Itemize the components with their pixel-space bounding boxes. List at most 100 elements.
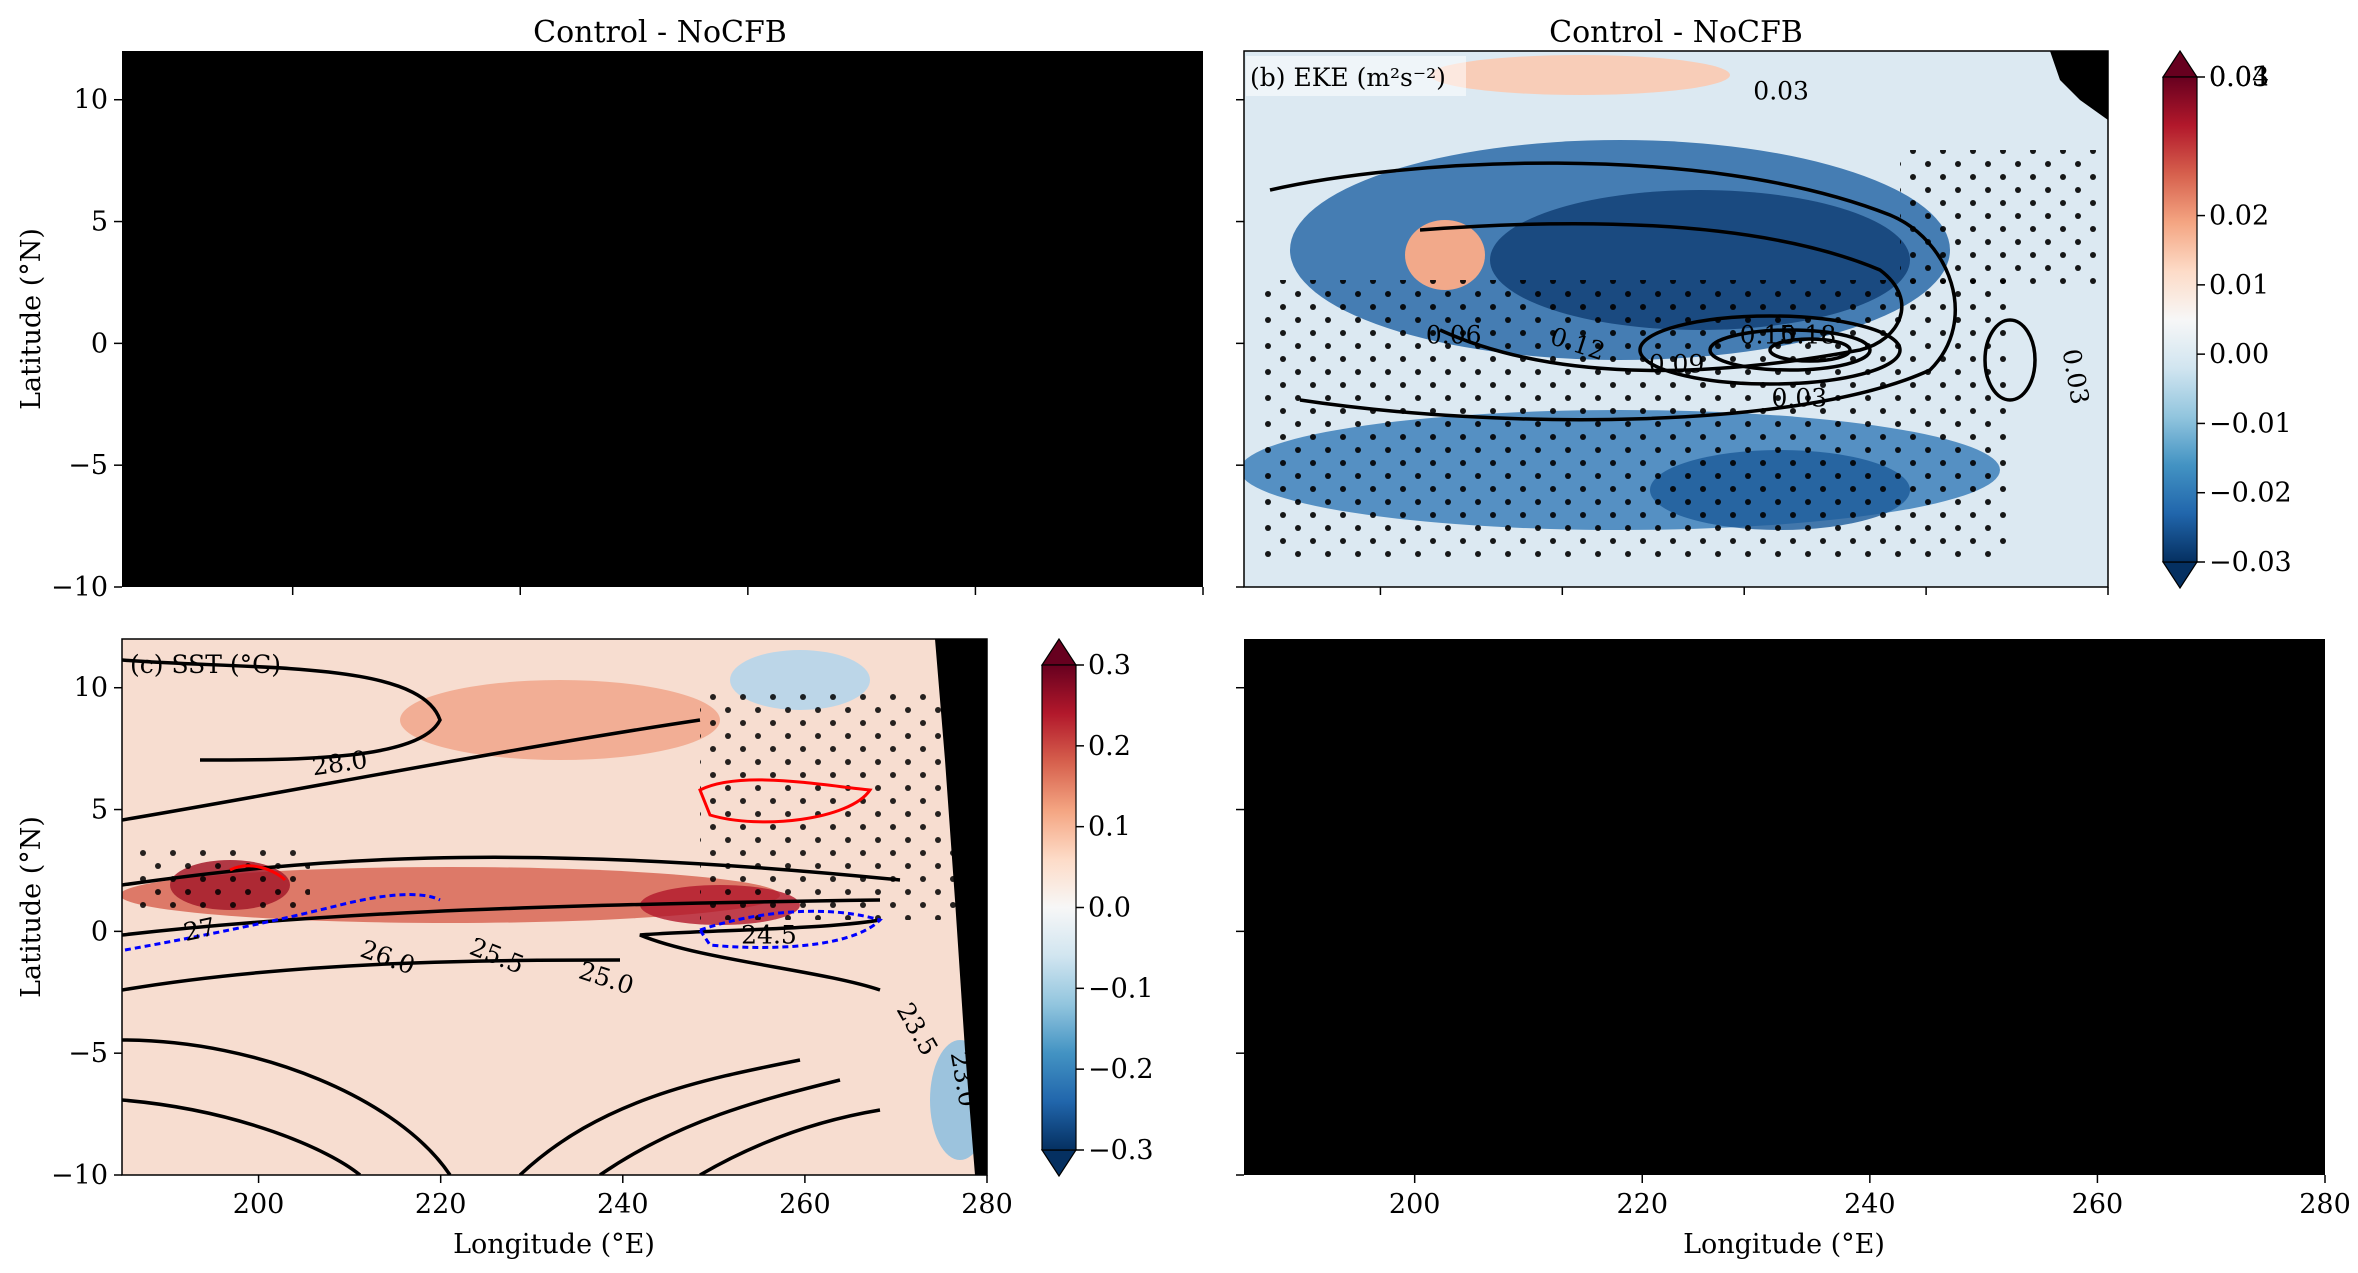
y-tick-label: 10 xyxy=(74,673,108,704)
colorbar-tick-label: −0.02 xyxy=(2209,478,2292,509)
panel-a-axes: −10 −5 0 5 10 xyxy=(51,85,1204,603)
contour-label: 0.18 xyxy=(1781,320,1837,349)
colorbar-tick-label: 0.01 xyxy=(2209,270,2269,301)
x-tick-label: 220 xyxy=(415,1189,467,1220)
contour-label: 0.09 xyxy=(1649,350,1705,379)
panel-a-title: Control - NoCFB xyxy=(533,15,787,50)
panel-c-colorbar: −0.3 −0.2 −0.1 0.0 0.1 0.2 0.3 xyxy=(1040,637,1154,1178)
colorbar-tick-label: −0.03 xyxy=(2209,547,2292,578)
sst-stipple-region-ne xyxy=(700,690,980,920)
eke-contour-core-3 xyxy=(1768,337,1852,363)
panel-b: Control - NoCFB (b) EKE (m²s⁻²) 0.03 0.06… xyxy=(1236,15,2292,595)
x-tick-label: 260 xyxy=(2072,1189,2124,1220)
colorbar-tick-label: 0.1 xyxy=(1088,812,1131,843)
sst-contour-south-3 xyxy=(699,1108,881,1175)
sst-contour-blue-equator-west xyxy=(124,893,441,952)
colorbar-tick-label: 0.00 xyxy=(2209,339,2269,370)
sst-warm-north xyxy=(400,680,720,760)
sst-contour-red-west xyxy=(229,864,287,882)
panel-d-xlabel: Longitude (°E) xyxy=(1683,1229,1885,1260)
sst-contour-27.5 xyxy=(122,855,901,887)
colorbar-extend-max xyxy=(1040,637,1078,666)
y-tick-label: 0 xyxy=(91,916,108,947)
panel-d: 200 220 240 260 280 Longitude (°E) xyxy=(1236,639,2351,1260)
eke-contour-east xyxy=(1983,318,2037,402)
x-tick-label: 260 xyxy=(779,1189,831,1220)
contour-label: 0.03 xyxy=(1753,77,1809,106)
sst-contour-south-2 xyxy=(599,1078,841,1175)
sst-contour-outer-north xyxy=(122,658,442,762)
panel-c-xlabel: Longitude (°E) xyxy=(453,1229,655,1260)
colorbar-body xyxy=(1041,664,1077,1151)
colorbar-tick-label: 0.04 xyxy=(2209,62,2269,93)
panel-b-frame xyxy=(1243,50,2109,588)
colorbar-extend-min xyxy=(1040,1149,1078,1178)
contour-label: 27 xyxy=(181,912,218,947)
x-tick-label: 240 xyxy=(597,1189,649,1220)
sst-contour-27 xyxy=(122,898,881,937)
land-mask-b xyxy=(2050,51,2108,120)
eke-contour-core-2 xyxy=(1708,328,1872,372)
sst-contour-cold-tongue xyxy=(639,918,881,992)
contour-label: 24.5 xyxy=(741,921,797,950)
colorbar-tick-label: 0.3 xyxy=(1088,650,1131,681)
panel-c-field xyxy=(122,639,987,1175)
colorbar-extend-max xyxy=(2161,49,2199,78)
panel-a-ylabel: Latitude (°N) xyxy=(16,228,47,410)
panel-b-axes xyxy=(1236,98,2109,595)
colorbar-body xyxy=(2162,76,2198,563)
y-tick-label: −10 xyxy=(51,1160,108,1191)
colorbar-tick-label: −0.3 xyxy=(1088,1135,1154,1166)
eke-stipple-region-east xyxy=(1900,150,2100,290)
x-tick-label: 200 xyxy=(233,1189,285,1220)
x-tick-label: 280 xyxy=(2299,1189,2351,1220)
contour-label: 0.03 xyxy=(1771,384,1827,413)
y-tick-label: 5 xyxy=(91,207,108,238)
x-tick-label: 220 xyxy=(1616,1189,1668,1220)
sst-contour-blue-equator-east xyxy=(697,909,883,949)
land-mask-c xyxy=(935,639,987,1175)
y-tick-label: 0 xyxy=(91,328,108,359)
panel-c-label: (c) SST (°C) xyxy=(130,650,281,679)
panel-c-frame xyxy=(121,638,988,1176)
panel-d-masked-field xyxy=(1244,639,2325,1175)
colorbar-extend-min xyxy=(2161,561,2199,590)
colorbar-tick-label: 0.02 xyxy=(2209,201,2269,232)
eke-positive-patch xyxy=(1405,220,1485,290)
y-tick-label: −5 xyxy=(68,450,108,481)
colorbar-tick-label: −0.01 xyxy=(2209,408,2292,439)
eke-positive-north xyxy=(1430,55,1730,95)
panel-b-label: (b) EKE (m²s⁻²) xyxy=(1250,63,1446,92)
panel-b-colorbar: −0.03 −0.02 −0.01 0.00 0.01 0.02 0.040.03 xyxy=(2161,49,2292,590)
panel-c-axes: −10 −5 0 5 10 200 220 240 260 280 xyxy=(51,673,1013,1220)
x-tick-label: 280 xyxy=(961,1189,1013,1220)
colorbar-tick-label: −0.2 xyxy=(1088,1054,1154,1085)
colorbar-tick-label: 0.0 xyxy=(1088,893,1131,924)
eke-contour-outer xyxy=(1269,161,1957,422)
colorbar-tick-label: 0.2 xyxy=(1088,731,1131,762)
colorbar-tick-label: 0.03 xyxy=(2209,62,2269,93)
contour-label: 0.06 xyxy=(1426,320,1482,349)
sst-contour-28 xyxy=(122,718,701,822)
eke-contour-core-1 xyxy=(1638,314,1902,386)
x-tick-label: 200 xyxy=(1389,1189,1441,1220)
panel-d-axes: 200 220 240 260 280 xyxy=(1236,686,2351,1220)
panel-b-field xyxy=(1244,51,2108,587)
panel-a: Control - NoCFB −10 −5 0 5 10 Latitude (°N) xyxy=(16,15,1204,603)
y-tick-label: 10 xyxy=(74,85,108,116)
x-tick-label: 240 xyxy=(1844,1189,1896,1220)
y-tick-label: 5 xyxy=(91,795,108,826)
y-tick-label: −5 xyxy=(68,1038,108,1069)
panel-c-ylabel: Latitude (°N) xyxy=(16,816,47,998)
panel-a-masked-field xyxy=(122,51,1203,587)
colorbar-tick-label: −0.1 xyxy=(1088,973,1154,1004)
panel-b-title: Control - NoCFB xyxy=(1549,15,1803,50)
eke-contour-inner xyxy=(1419,221,1904,373)
sst-contour-26 xyxy=(122,1038,452,1175)
y-tick-label: −10 xyxy=(51,572,108,603)
contour-label: 0.15 xyxy=(1740,320,1796,349)
sst-contour-red-north xyxy=(698,778,873,824)
sst-contour-26.5 xyxy=(122,958,621,992)
